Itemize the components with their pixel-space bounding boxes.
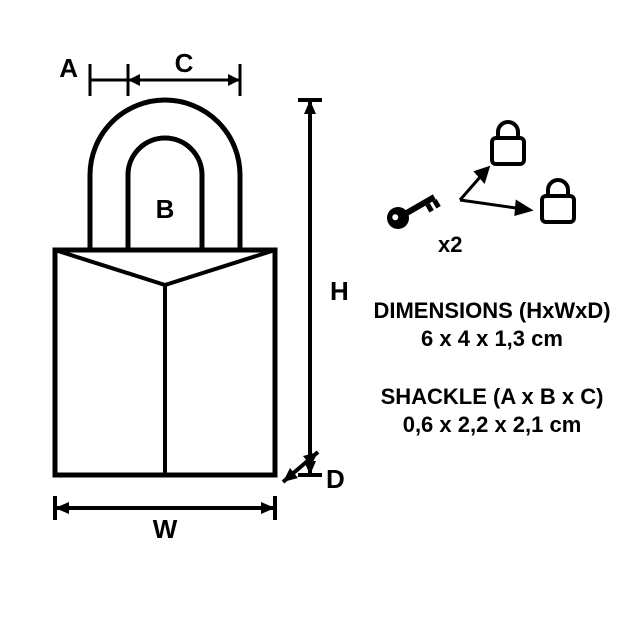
padlock-outline [55,100,275,475]
label-B: B [156,194,175,224]
label-D: D [326,464,345,494]
label-H: H [330,276,349,306]
dim-H: H [298,100,349,475]
dim-W: W [55,496,275,544]
shackle-title: SHACKLE (A x B x C) [381,384,604,409]
label-A: A [59,53,78,83]
key-locks-icon: x2 [383,122,574,257]
label-C: C [175,48,194,78]
shackle-value: 0,6 x 2,2 x 2,1 cm [403,412,582,437]
spec-text: DIMENSIONS (HxWxD) 6 x 4 x 1,3 cm SHACKL… [373,298,610,437]
dim-C: C [128,48,240,96]
key-count: x2 [438,232,462,257]
label-W: W [153,514,178,544]
dimensions-title: DIMENSIONS (HxWxD) [373,298,610,323]
dimensions-value: 6 x 4 x 1,3 cm [421,326,563,351]
dim-A: A [59,53,128,96]
padlock-spec-diagram: A C B H W D [0,0,640,640]
